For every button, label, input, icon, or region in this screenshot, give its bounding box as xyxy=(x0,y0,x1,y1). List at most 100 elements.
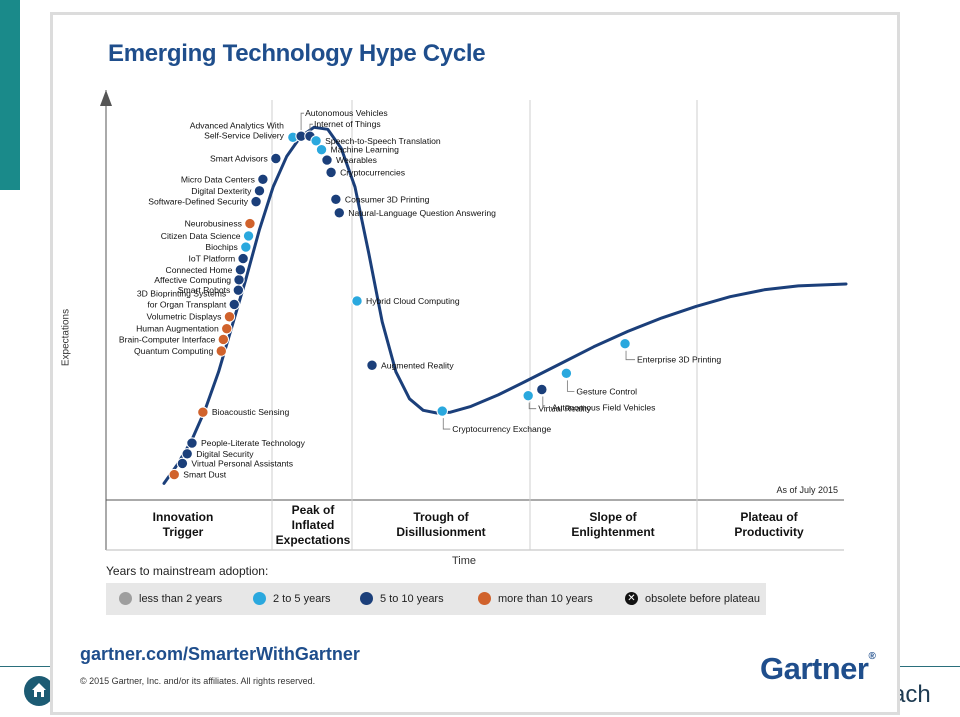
data-point xyxy=(217,333,230,346)
gartner-url[interactable]: gartner.com/SmarterWithGartner xyxy=(80,644,360,664)
phase-label-peak: Peak of Inflated Expectations xyxy=(248,503,378,548)
data-point xyxy=(257,173,269,186)
phase-label-slope: Slope of Enlightenment xyxy=(548,510,678,540)
as-of-note: As of July 2015 xyxy=(776,485,838,495)
light-blue-dot-icon xyxy=(253,591,266,605)
data-point xyxy=(244,217,256,230)
point-label: for Organ Transplant xyxy=(147,299,226,309)
point-label: Digital Dexterity xyxy=(191,186,252,196)
phase-line: Disillusionment xyxy=(396,525,486,539)
legend-title: Years to mainstream adoption: xyxy=(106,564,269,578)
point-label: Cryptocurrencies xyxy=(340,167,405,177)
point-label: Smart Robots xyxy=(178,285,231,295)
data-point xyxy=(270,152,282,165)
y-axis-label: Expectations xyxy=(60,308,72,367)
point-label: Brain-Computer Interface xyxy=(119,334,216,344)
point-label: Micro Data Centers xyxy=(181,174,255,184)
legend-item-5-to-10: 5 to 10 years xyxy=(360,591,444,607)
point-label: Smart Advisors xyxy=(210,154,268,164)
data-point xyxy=(240,241,252,253)
data-point xyxy=(325,166,337,179)
legend-item-2-to-5: 2 to 5 years xyxy=(253,591,330,607)
point-label: Smart Dust xyxy=(183,470,227,480)
gartner-logo: Gartner® xyxy=(760,651,876,687)
phase-line: Enlightenment xyxy=(571,525,655,539)
home-icon[interactable] xyxy=(24,676,54,706)
point-label: Bioacoustic Sensing xyxy=(212,407,290,417)
point-label: Virtual Reality xyxy=(538,404,592,414)
orange-dot-icon xyxy=(478,591,491,605)
data-point xyxy=(330,193,342,206)
data-point xyxy=(186,437,198,449)
leader-line xyxy=(566,380,575,392)
phase-line: Inflated xyxy=(291,518,335,532)
data-point xyxy=(234,264,247,276)
point-label: Quantum Computing xyxy=(134,346,214,356)
point-label: Advanced Analytics With xyxy=(190,120,284,130)
data-point xyxy=(228,298,240,311)
point-label: Citizen Data Science xyxy=(161,231,241,241)
chart-title: Emerging Technology Hype Cycle xyxy=(108,40,486,67)
point-label: Neurobusiness xyxy=(185,219,242,229)
legend-item-less-than-2: less than 2 years xyxy=(119,591,222,607)
data-point xyxy=(522,389,534,402)
point-label: Enterprise 3D Printing xyxy=(637,355,721,365)
data-point xyxy=(168,468,180,481)
point-label: 3D Bioprinting Systems xyxy=(137,288,226,298)
point-label: Hybrid Cloud Computing xyxy=(366,296,460,306)
data-point xyxy=(223,311,236,323)
dark-blue-dot-icon xyxy=(360,591,373,605)
phase-line: Trough of xyxy=(413,510,469,524)
data-point xyxy=(619,337,631,350)
point-label: Natural-Language Question Answering xyxy=(348,208,496,218)
leader-line xyxy=(542,396,550,408)
phase-line: Slope of xyxy=(589,510,637,524)
leader-line xyxy=(300,112,305,131)
leader-line xyxy=(528,402,537,410)
accent-bar xyxy=(0,0,20,190)
point-label: People-Literate Technology xyxy=(201,438,306,448)
point-label: Software-Defined Security xyxy=(148,197,249,207)
point-label: Digital Security xyxy=(196,449,254,459)
legend-label: 2 to 5 years xyxy=(273,593,331,605)
y-axis-arrow xyxy=(100,90,112,106)
data-point xyxy=(237,252,249,265)
data-point xyxy=(221,322,233,335)
point-label: Consumer 3D Printing xyxy=(345,194,430,204)
data-point xyxy=(310,135,322,147)
legend-label: more than 10 years xyxy=(498,593,593,605)
data-point xyxy=(215,345,227,357)
phase-label-plateau: Plateau of Productivity xyxy=(704,510,834,540)
legend-item-obsolete: ✕ obsolete before plateau xyxy=(625,591,760,607)
data-point xyxy=(351,295,363,307)
registered-mark: ® xyxy=(868,651,876,662)
phase-line: Innovation xyxy=(152,510,214,524)
point-label: Human Augmentation xyxy=(136,324,219,334)
point-label: Connected Home xyxy=(165,265,232,275)
point-label: Machine Learning xyxy=(331,145,400,155)
logo-wordmark: Gartner xyxy=(760,651,869,686)
legend-label: 5 to 10 years xyxy=(380,593,444,605)
point-label: Self-Service Delivery xyxy=(204,130,284,140)
point-label: Autonomous Vehicles xyxy=(305,108,388,118)
phase-label-innovation: Innovation Trigger xyxy=(118,510,248,540)
leader-line xyxy=(442,418,451,430)
point-label: Wearables xyxy=(336,155,377,165)
phase-line: Peak of xyxy=(291,503,335,517)
data-point xyxy=(536,383,548,396)
point-label: Speech-to-Speech Translation xyxy=(325,136,441,146)
data-point xyxy=(242,230,255,242)
point-label: Augmented Reality xyxy=(381,360,454,370)
phase-line: Plateau of xyxy=(740,510,798,524)
legend-box xyxy=(106,583,766,615)
legend-label: obsolete before plateau xyxy=(645,593,760,605)
legend-label: less than 2 years xyxy=(139,593,223,605)
data-point xyxy=(233,274,245,286)
point-label: Affective Computing xyxy=(154,275,231,285)
x-dot-icon: ✕ xyxy=(625,591,638,605)
point-label: Biochips xyxy=(205,242,237,252)
x-axis-label: Time xyxy=(451,555,477,567)
phase-line: Expectations xyxy=(275,533,351,547)
point-label: Cryptocurrency Exchange xyxy=(452,424,551,434)
data-point xyxy=(176,457,189,470)
